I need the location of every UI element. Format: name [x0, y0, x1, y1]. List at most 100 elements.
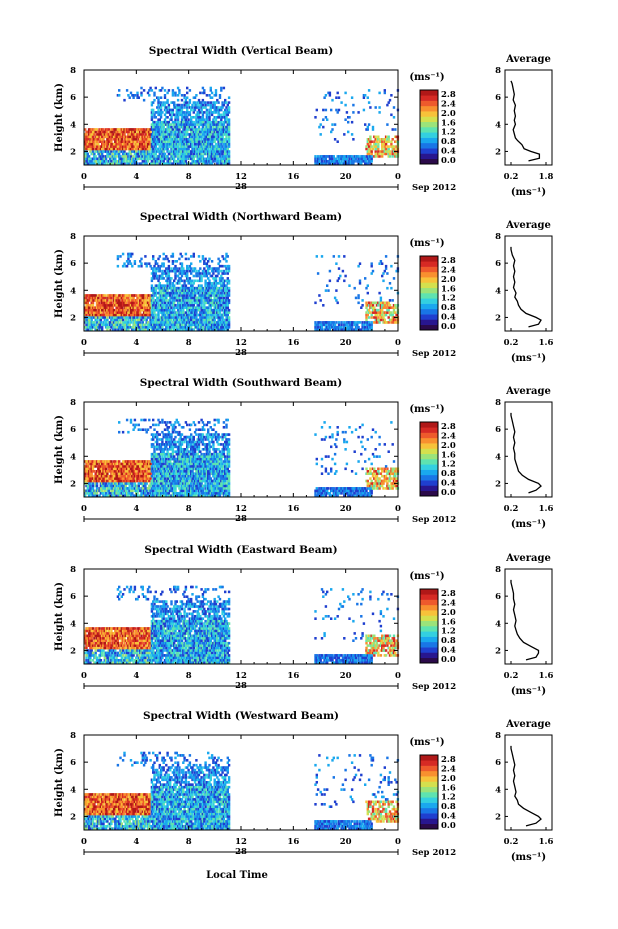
heatmap-cell: [186, 130, 189, 134]
heatmap-cell: [97, 299, 100, 302]
heatmap-cell: [104, 474, 108, 478]
heatmap-cell: [148, 306, 151, 309]
heatmap-cell: [193, 296, 197, 300]
heatmap-cell: [166, 291, 169, 295]
heatmap-cell: [184, 98, 188, 102]
heatmap-cell: [166, 91, 169, 95]
heatmap-cell: [322, 118, 325, 121]
heatmap-cell: [118, 304, 121, 307]
heatmap-cell: [103, 135, 106, 139]
heatmap-cell: [327, 323, 330, 327]
heatmap-cell: [193, 301, 197, 305]
heatmap-cell: [366, 323, 369, 327]
heatmap-cell: [153, 162, 156, 165]
heatmap-cell: [328, 157, 332, 161]
heatmap-cell: [201, 133, 205, 136]
heatmap-cell: [128, 140, 131, 143]
heatmap-cell: [188, 301, 192, 305]
heatmap-cell: [166, 147, 169, 151]
heatmap-cell: [369, 155, 372, 158]
heatmap-cell: [102, 472, 105, 475]
heatmap-cell: [395, 306, 398, 309]
heatmap-cell: [220, 274, 223, 278]
heatmap-cell: [327, 160, 330, 163]
heatmap-cell: [207, 289, 210, 292]
heatmap-cell: [187, 145, 190, 148]
heatmap-cell: [101, 313, 104, 317]
heatmap-cell: [108, 150, 112, 153]
heatmap-cell: [86, 306, 89, 309]
heatmap-cell: [165, 123, 168, 126]
heatmap-cell: [383, 321, 386, 324]
heatmap-cell: [217, 160, 220, 163]
heatmap-cell: [205, 108, 209, 112]
heatmap-cell: [216, 160, 219, 163]
heatmap-cell: [107, 147, 110, 151]
heatmap-cell: [154, 116, 157, 119]
heatmap-cell: [93, 470, 96, 473]
heatmap-cell: [125, 142, 129, 146]
heatmap-cell: [212, 123, 215, 126]
heatmap-cell: [137, 301, 140, 305]
heatmap-cell: [208, 291, 211, 295]
heatmap-cell: [99, 482, 103, 485]
heatmap-cell: [367, 152, 371, 156]
heatmap-cell: [132, 140, 135, 143]
heatmap-cell: [192, 318, 195, 322]
heatmap-cell: [145, 318, 148, 322]
heatmap-cell: [196, 321, 199, 324]
heatmap-cell: [173, 113, 176, 117]
heatmap-cell: [106, 316, 109, 319]
heatmap-cell: [165, 155, 168, 158]
heatmap-cell: [190, 125, 193, 129]
heatmap-cell: [179, 252, 182, 256]
heatmap-cell: [175, 294, 178, 297]
heatmap-cell: [199, 279, 202, 283]
heatmap-cell: [191, 284, 194, 287]
heatmap-cell: [112, 133, 116, 136]
heatmap-cell: [188, 155, 192, 158]
heatmap-cell: [125, 260, 129, 263]
heatmap-cell: [195, 269, 198, 273]
heatmap-cell: [182, 145, 185, 148]
heatmap-cell: [226, 264, 229, 268]
heatmap-cell: [104, 477, 108, 480]
heatmap-cell: [201, 255, 205, 258]
heatmap-cell: [348, 284, 351, 287]
heatmap-cell: [216, 328, 219, 331]
heatmap-cell: [85, 326, 88, 329]
heatmap-cell: [170, 135, 173, 139]
heatmap-cell: [90, 323, 93, 327]
heatmap-cell: [140, 91, 143, 95]
heatmap-cell: [119, 326, 122, 329]
heatmap-cell: [190, 311, 193, 314]
heatmap-cell: [374, 308, 377, 312]
heatmap-cell: [163, 308, 167, 312]
heatmap-cell: [391, 321, 394, 324]
heatmap-cell: [370, 316, 373, 319]
heatmap-cell: [140, 262, 143, 265]
heatmap-cell: [93, 465, 96, 468]
heatmap-cell: [142, 98, 146, 102]
heatmap-cell: [337, 326, 341, 329]
heatmap-cell: [221, 326, 224, 329]
heatmap-cell: [84, 489, 87, 493]
heatmap-cell: [192, 286, 195, 290]
heatmap-cell: [135, 313, 138, 317]
heatmap-cell: [124, 130, 127, 134]
heatmap-cell: [89, 138, 92, 141]
heatmap-cell: [137, 150, 140, 153]
heatmap-cell: [214, 304, 218, 307]
heatmap-cell: [152, 277, 155, 280]
heatmap-cell: [171, 294, 175, 297]
heatmap-cell: [209, 160, 212, 163]
heatmap-cell: [227, 301, 231, 305]
heatmap-cell: [133, 318, 137, 322]
heatmap-cell: [199, 123, 202, 126]
heatmap-cell: [166, 284, 169, 287]
heatmap-cell: [225, 304, 228, 307]
heatmap-cell: [167, 291, 171, 295]
heatmap-cell: [187, 142, 190, 146]
heatmap-cell: [93, 474, 96, 478]
heatmap-cell: [142, 323, 146, 327]
